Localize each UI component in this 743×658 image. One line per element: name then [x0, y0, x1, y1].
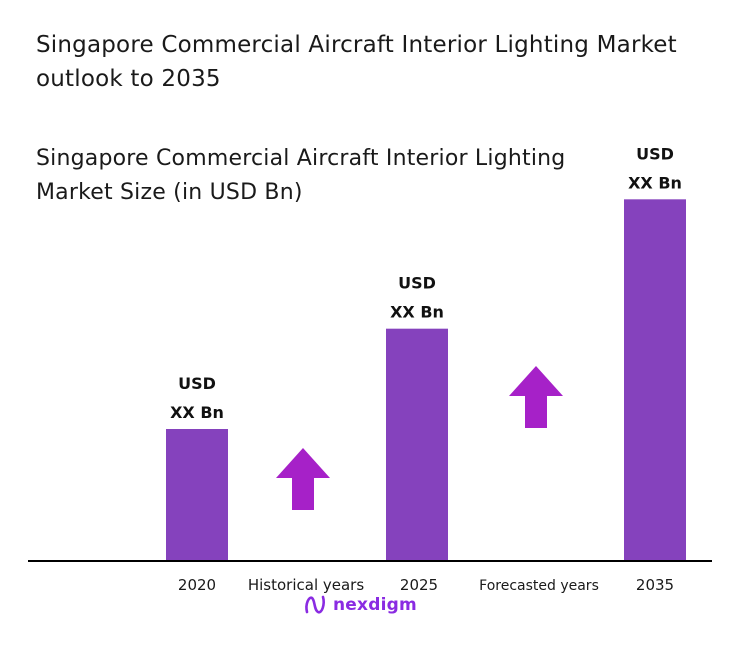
brand-logo: nexdigm: [303, 592, 417, 618]
nexdigm-logo-icon: [305, 595, 325, 614]
category-label-2035: 2035: [636, 576, 674, 594]
period-label-forecasted: Forecasted years: [479, 578, 599, 594]
data-label-2025: XX Bn: [390, 303, 444, 322]
data-label-2035: USD: [636, 144, 674, 163]
data-label-2025: USD: [398, 274, 436, 293]
period-label-historical: Historical years: [248, 576, 364, 594]
growth-arrow-1-up-arrow-icon: [276, 448, 330, 510]
bar-2020: [166, 429, 228, 561]
growth-arrow-2-up-arrow-icon: [509, 366, 563, 428]
data-label-2020: XX Bn: [170, 403, 224, 422]
category-label-2025: 2025: [400, 576, 438, 594]
chart-title: Singapore Commercial Aircraft Interior L…: [36, 146, 566, 205]
brand-name: nexdigm: [333, 595, 417, 615]
bar-2035: [624, 199, 686, 561]
data-label-2020: USD: [178, 374, 216, 393]
page-title: Singapore Commercial Aircraft Interior L…: [36, 32, 677, 92]
bar-2025: [386, 328, 448, 561]
category-label-2020: 2020: [178, 576, 216, 594]
data-label-2035: XX Bn: [628, 173, 682, 192]
